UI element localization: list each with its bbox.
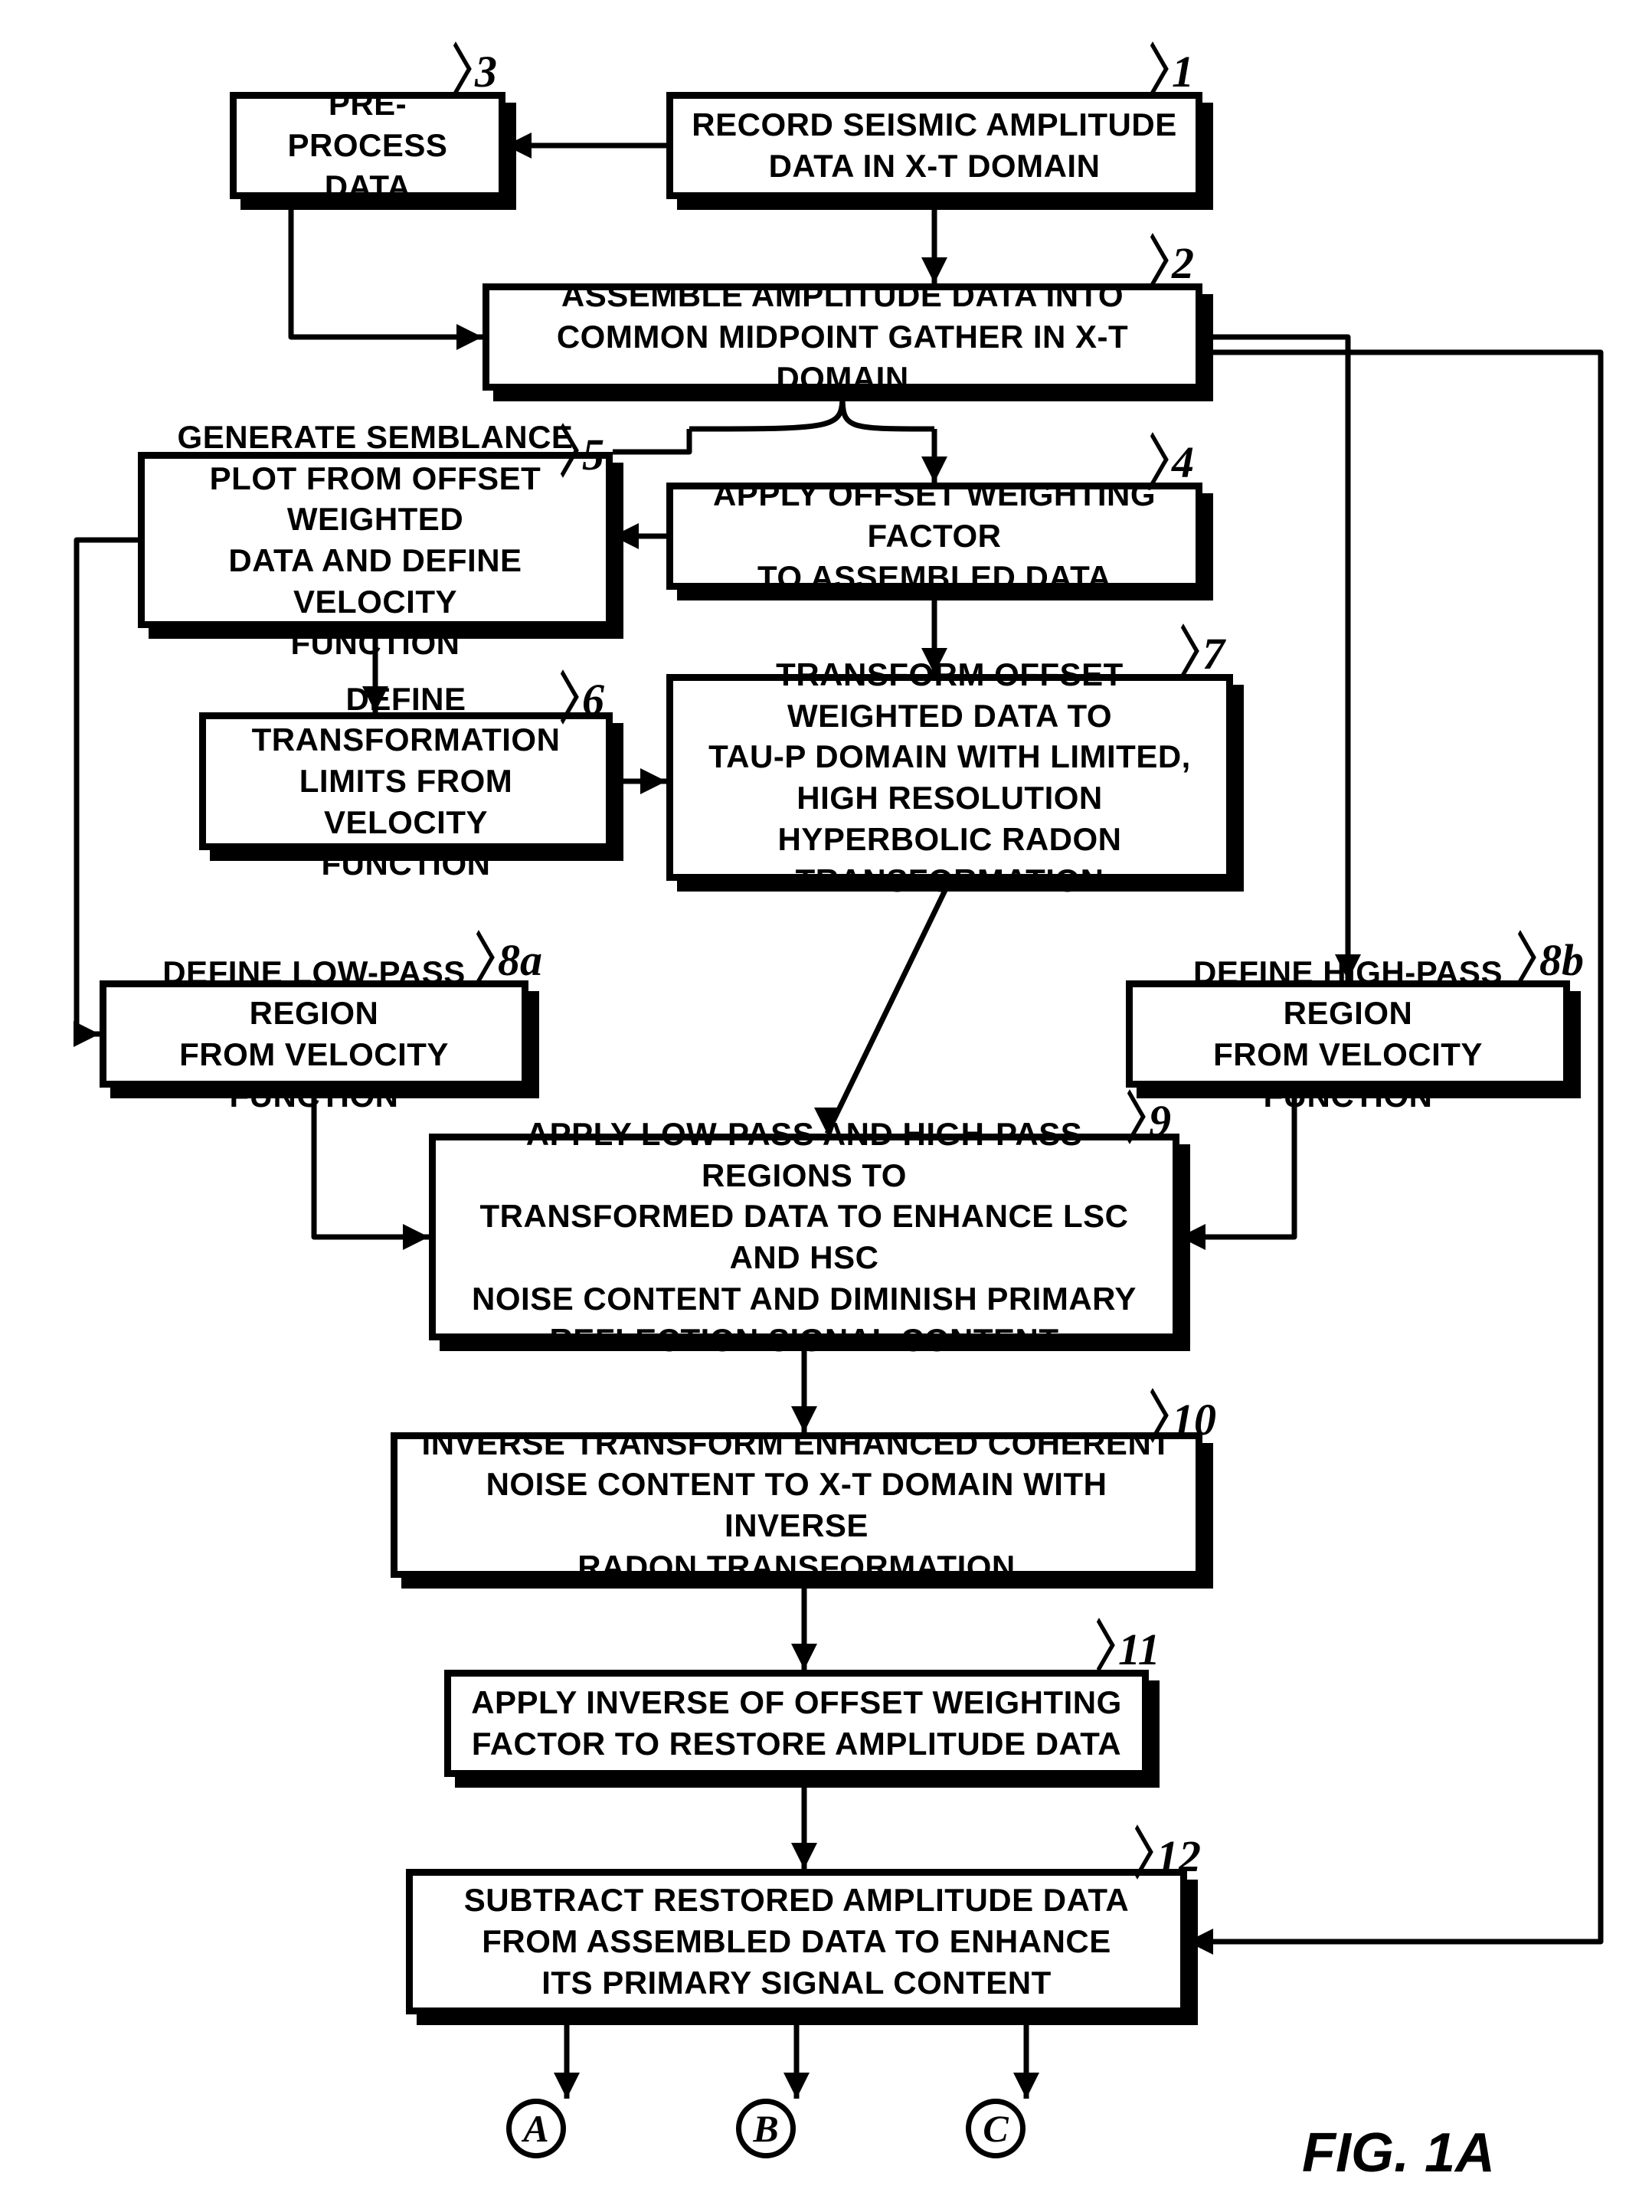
arrowhead	[403, 1224, 429, 1250]
node-number-n12: 12	[1156, 1831, 1201, 1882]
arrowhead	[640, 768, 666, 794]
node-shadow	[455, 1777, 1160, 1788]
flow-node-n4: APPLY OFFSET WEIGHTING FACTORTO ASSEMBLE…	[666, 483, 1202, 590]
node-shadow	[417, 2014, 1198, 2025]
node-number-n9: 9	[1149, 1095, 1171, 1147]
arrowhead	[1013, 2073, 1039, 2099]
flow-node-n1: RECORD SEISMIC AMPLITUDEDATA IN X-T DOMA…	[666, 92, 1202, 199]
arrowhead	[456, 324, 483, 350]
node-number-n5: 5	[582, 429, 604, 480]
node-shadow	[1202, 1443, 1213, 1589]
node-shadow	[1149, 1680, 1160, 1788]
node-shadow	[1179, 1144, 1190, 1351]
flow-node-n12: SUBTRACT RESTORED AMPLITUDE DATAFROM ASS…	[406, 1869, 1187, 2014]
label-tick	[1083, 1618, 1114, 1673]
edge	[827, 881, 950, 1134]
node-number-n6: 6	[582, 674, 604, 725]
arrowhead	[554, 2073, 580, 2099]
flow-node-n8b: DEFINE HIGH-PASS REGIONFROM VELOCITY FUN…	[1126, 980, 1570, 1088]
node-number-n8b: 8b	[1539, 934, 1584, 986]
offpage-connector-B: B	[736, 2099, 796, 2158]
node-number-n2: 2	[1172, 237, 1194, 289]
flow-node-n6: DEFINE TRANSFORMATIONLIMITS FROM VELOCIT…	[199, 712, 613, 850]
flow-node-n2: ASSEMBLE AMPLITUDE DATA INTOCOMMON MIDPO…	[483, 283, 1202, 391]
node-shadow	[1570, 991, 1581, 1098]
flow-node-n7: TRANSFORM OFFSET WEIGHTED DATA TOTAU-P D…	[666, 674, 1233, 881]
flow-node-n8a: DEFINE LOW-PASS REGIONFROM VELOCITY FUNC…	[100, 980, 528, 1088]
arrowhead	[791, 1843, 817, 1869]
node-shadow	[1202, 103, 1213, 210]
node-number-n10: 10	[1172, 1394, 1216, 1445]
node-shadow	[528, 991, 539, 1098]
flow-node-n9: APPLY LOW-PASS AND HIGH-PASS REGIONS TOT…	[429, 1134, 1179, 1340]
offpage-connector-C: C	[966, 2099, 1026, 2158]
node-shadow	[1202, 493, 1213, 600]
arrowhead	[74, 1021, 100, 1047]
edge	[291, 199, 483, 337]
arrowhead	[783, 2073, 810, 2099]
flow-node-n5: GENERATE SEMBLANCEPLOT FROM OFFSET WEIGH…	[138, 452, 613, 628]
node-number-n7: 7	[1202, 628, 1225, 679]
flowchart-canvas: FIG. 1A RECORD SEISMIC AMPLITUDEDATA IN …	[0, 0, 1652, 2212]
offpage-connector-A: A	[506, 2099, 566, 2158]
label-tick	[1137, 41, 1168, 97]
node-shadow	[613, 463, 623, 639]
node-shadow	[677, 199, 1213, 210]
node-number-n1: 1	[1172, 46, 1194, 97]
figure-label: FIG. 1A	[1302, 2122, 1495, 2184]
node-shadow	[505, 103, 516, 210]
flow-node-n10: INVERSE TRANSFORM ENHANCED COHERENTNOISE…	[391, 1432, 1202, 1578]
edge	[1187, 352, 1601, 1942]
node-shadow	[1202, 294, 1213, 401]
node-shadow	[613, 723, 623, 861]
node-number-n11: 11	[1118, 1624, 1160, 1675]
edge	[613, 429, 689, 452]
flow-node-n11: APPLY INVERSE OF OFFSET WEIGHTINGFACTOR …	[444, 1670, 1149, 1777]
node-shadow	[1187, 1880, 1198, 2025]
node-number-n3: 3	[475, 46, 497, 97]
arrowhead	[791, 1644, 817, 1670]
node-number-n4: 4	[1172, 437, 1194, 488]
node-number-n8a: 8a	[498, 934, 542, 986]
flow-node-n3: PRE-PROCESSDATA	[230, 92, 505, 199]
node-shadow	[1233, 685, 1244, 892]
